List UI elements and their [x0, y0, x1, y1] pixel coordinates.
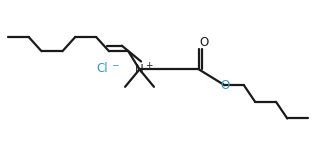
Text: −: − — [111, 61, 119, 70]
Text: O: O — [199, 36, 208, 49]
Text: O: O — [220, 79, 229, 92]
Text: N: N — [135, 63, 144, 76]
Text: +: + — [145, 61, 152, 70]
Text: Cl: Cl — [97, 62, 109, 75]
